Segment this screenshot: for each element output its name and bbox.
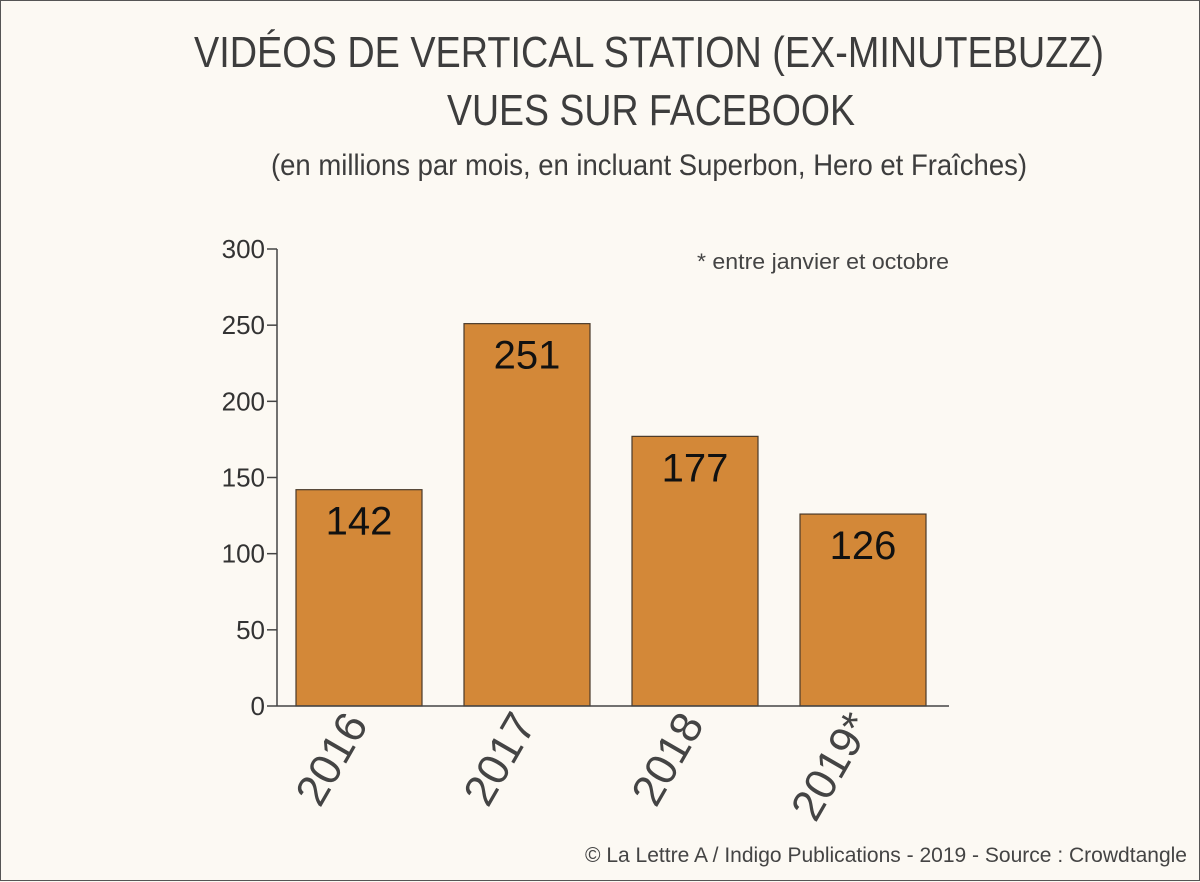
y-tick-label: 200 [222,386,265,416]
x-category-label: 2018 [622,705,713,814]
x-category-label: 2017 [454,705,545,814]
source-credit: © La Lettre A / Indigo Publications - 20… [585,844,1187,867]
x-category-label: 2016 [286,705,377,814]
bar-value-label: 251 [494,334,561,378]
bar-value-label: 142 [326,500,393,544]
x-axis: 2016 2017 2018 2019* [277,705,949,829]
chart-note: * entre janvier et octobre [697,249,949,274]
y-tick-label: 100 [222,539,265,569]
bar-2017 [463,323,591,707]
bars: 142 251 177 126 [295,323,927,707]
bar-2016 [295,489,423,707]
bar-value-label: 126 [830,524,897,568]
y-tick-label: 150 [222,463,265,493]
x-category-label: 2019* [782,705,882,829]
y-tick-label: 300 [222,234,265,264]
y-tick-label: 50 [236,615,265,645]
y-axis: 0 50 100 150 200 250 300 [222,234,278,721]
y-tick-label: 250 [222,310,265,340]
bar-2018 [631,435,759,707]
chart-title-line1: VIDÉOS DE VERTICAL STATION (EX-MINUTEBUZ… [194,28,1104,77]
chart-title-line2: VUES SUR FACEBOOK [447,86,855,135]
bar-2019 [799,513,927,707]
chart-subtitle: (en millions par mois, en incluant Super… [271,149,1027,182]
y-tick-label: 0 [251,691,265,721]
bar-value-label: 177 [662,446,729,490]
